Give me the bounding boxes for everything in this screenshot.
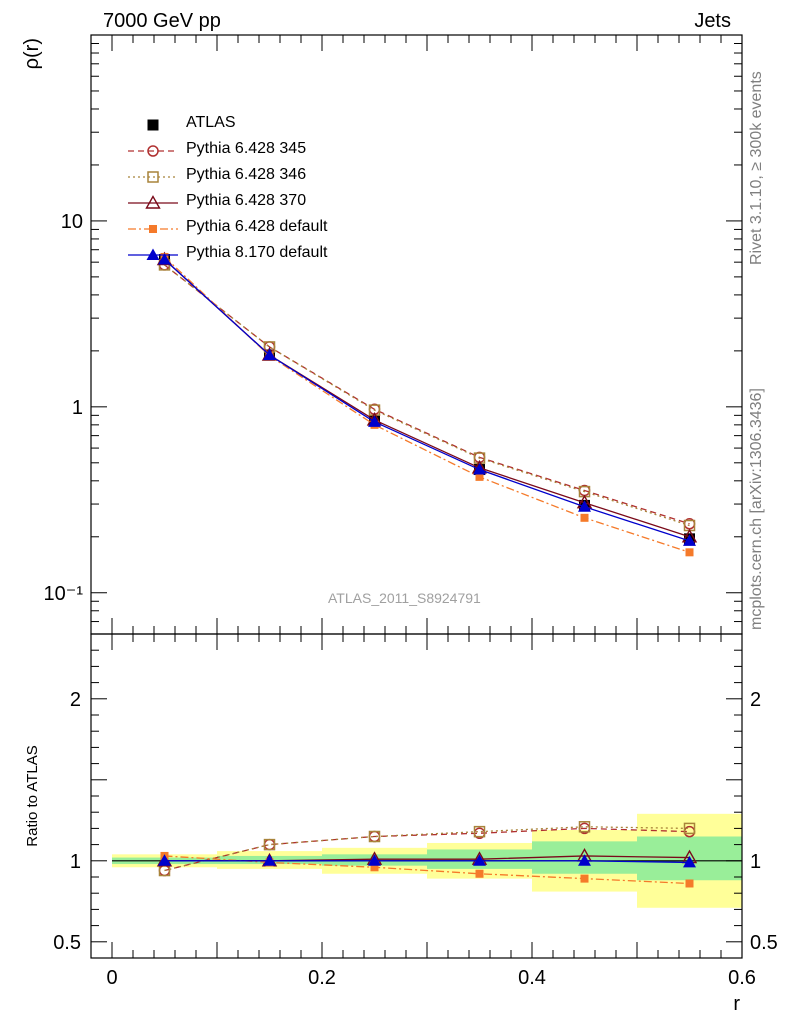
legend-label-5: Pythia 8.170 default xyxy=(186,244,328,261)
legend: ATLAS Pythia 6.428 345 Pythia 6.428 346 Pyt… xyxy=(124,112,384,268)
legend-marker-4 xyxy=(149,225,157,233)
ratio-panel-series xyxy=(156,821,698,888)
main-ytick-label-1: 1 xyxy=(72,397,83,419)
main-ylabel: ρ(r) xyxy=(21,38,43,69)
ratio-point-1-4 xyxy=(578,821,591,833)
ratio-xlabel: r xyxy=(733,993,740,1015)
analysis-watermark: ATLAS_2011_S8924791 xyxy=(328,590,481,606)
main-series-line-2 xyxy=(164,264,690,527)
ratio-point-4-3 xyxy=(473,854,486,866)
main-series-4 xyxy=(160,252,694,557)
ratio-point-3-5 xyxy=(685,879,694,888)
main-point-5-1 xyxy=(263,348,276,361)
ratio-point-1-5 xyxy=(683,822,696,835)
ratio-point-3-2 xyxy=(370,863,379,872)
ratio-xtick-label-3: 0.6 xyxy=(728,967,756,989)
legend-label-0: ATLAS xyxy=(186,114,236,131)
main-series-3 xyxy=(156,251,698,543)
ratio-point-3-4 xyxy=(580,874,589,883)
panel-frames xyxy=(90,34,743,959)
ratio-panel-frame xyxy=(90,633,743,959)
ratio-ytick-label-left-1: 1 xyxy=(70,851,81,873)
legend-entry-3: Pythia 6.428 370 xyxy=(124,190,384,216)
main-series-line-1 xyxy=(164,264,690,525)
ratio-xtick-label-1: 0.2 xyxy=(308,967,336,989)
main-series-line-5 xyxy=(164,259,690,542)
legend-swatch-0 xyxy=(147,119,159,131)
axes-ticks xyxy=(90,34,743,959)
main-ytick-label-0: 10⁻¹ xyxy=(44,583,84,605)
legend-swatch-5 xyxy=(128,248,178,260)
legend-marker-0 xyxy=(147,119,159,131)
ratio-xtick-label-0: 0 xyxy=(106,967,117,989)
legend-swatch-1 xyxy=(128,145,178,157)
ratio-ytick-label-right-0: 0.5 xyxy=(750,932,778,954)
legend-marker-5 xyxy=(146,248,160,260)
legend-label-1: Pythia 6.428 345 xyxy=(186,140,307,157)
legend-entry-4: Pythia 6.428 default xyxy=(124,216,384,242)
main-point-2-2 xyxy=(368,404,381,416)
main-point-4-4 xyxy=(580,513,589,522)
ratio-point-1-3 xyxy=(473,825,486,838)
main-series-line-3 xyxy=(164,259,690,538)
main-point-5-0 xyxy=(158,253,171,265)
legend-entry-2: Pythia 6.428 346 xyxy=(124,164,384,190)
ratio-point-1-2 xyxy=(368,830,381,843)
main-series-2 xyxy=(158,259,696,532)
ratio-point-4-5 xyxy=(683,855,696,868)
legend-swatch-3 xyxy=(128,195,178,209)
legend-entry-0: ATLAS xyxy=(124,112,384,138)
legend-entry-5: Pythia 8.170 default xyxy=(124,242,384,268)
rivet-version-label: Rivet 3.1.10, ≥ 300k events xyxy=(748,71,765,265)
main-series-line-4 xyxy=(164,256,690,553)
main-point-5-2 xyxy=(368,415,381,427)
main-panel-series xyxy=(156,251,698,557)
legend-swatch-2 xyxy=(128,171,178,183)
ratio-point-4-1 xyxy=(263,854,276,866)
main-point-4-5 xyxy=(685,548,694,557)
main-ytick-label-2: 10 xyxy=(61,211,83,233)
ratio-series-line-1 xyxy=(164,826,690,872)
ratio-point-1-1 xyxy=(263,838,276,851)
ratio-ytick-label-right-1: 1 xyxy=(750,851,761,873)
ratio-ytick-label-left-0: 0.5 xyxy=(53,932,81,954)
tick-labels: 10⁻¹ 1 10 0.5 0.5 1 1 2 2 0 0.2 0.4 0.6 ρ(r) Ratio to … xyxy=(21,38,778,1015)
header-right: Jets xyxy=(694,10,731,32)
ratio-point-4-2 xyxy=(368,854,381,866)
ratio-point-4-0 xyxy=(158,854,171,866)
legend-entry-1: Pythia 6.428 345 xyxy=(124,138,384,164)
main-point-5-5 xyxy=(683,534,696,546)
ratio-ytick-label-left-2: 2 xyxy=(70,689,81,711)
source-label: mcplots.cern.ch [arXiv:1306.3436] xyxy=(748,388,765,630)
ratio-series-1 xyxy=(158,821,696,877)
legend-label-4: Pythia 6.428 default xyxy=(186,218,328,235)
legend-label-3: Pythia 6.428 370 xyxy=(186,192,307,209)
legend-swatch-4 xyxy=(128,225,178,233)
legend-marker-1 xyxy=(147,145,159,157)
legend-marker-3 xyxy=(145,195,161,209)
main-point-4-3 xyxy=(475,472,484,481)
ratio-ylabel: Ratio to ATLAS xyxy=(24,745,41,846)
legend-marker-2 xyxy=(147,171,159,183)
ratio-point-4-4 xyxy=(578,854,591,866)
ratio-ytick-label-right-2: 2 xyxy=(750,689,761,711)
main-series-0 xyxy=(159,254,695,545)
ratio-series-4 xyxy=(158,854,696,868)
ratio-series-line-4 xyxy=(164,860,690,864)
ratio-xtick-label-2: 0.4 xyxy=(518,967,546,989)
ratio-point-3-3 xyxy=(475,869,484,878)
header-left: 7000 GeV pp xyxy=(103,10,221,32)
main-series-1 xyxy=(158,259,696,530)
main-point-5-4 xyxy=(578,500,591,512)
main-point-5-3 xyxy=(473,463,486,475)
main-series-5 xyxy=(158,253,696,546)
legend-label-2: Pythia 6.428 346 xyxy=(186,166,307,183)
